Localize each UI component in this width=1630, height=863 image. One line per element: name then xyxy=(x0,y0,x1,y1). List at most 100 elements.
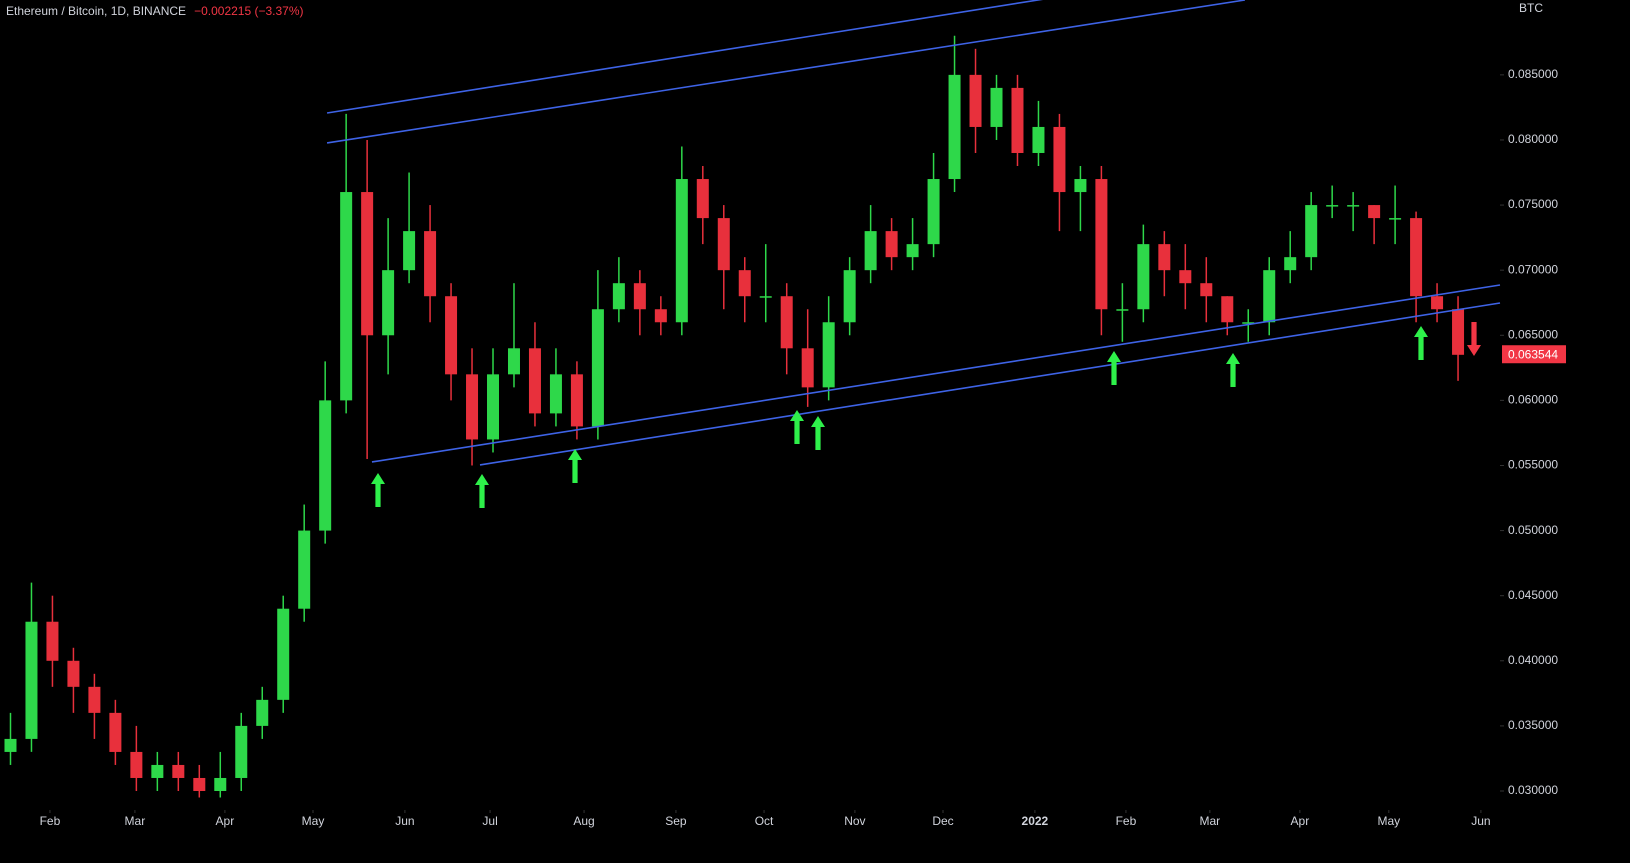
candle-body xyxy=(1179,270,1192,284)
x-tick-label: Apr xyxy=(1291,814,1310,828)
candle-body xyxy=(591,309,604,427)
candle-body xyxy=(528,348,541,414)
candle-body xyxy=(298,530,311,609)
candle-body xyxy=(277,608,290,700)
x-tick-label: May xyxy=(302,814,325,828)
y-tick-label: 0.045000 xyxy=(1508,588,1558,602)
up-arrow xyxy=(371,473,385,507)
x-tick-label: Jun xyxy=(395,814,414,828)
candle-body xyxy=(319,400,332,531)
candle-body xyxy=(948,74,961,180)
y-tick-label: 0.075000 xyxy=(1508,197,1558,211)
y-tick-label: 0.065000 xyxy=(1508,327,1558,341)
candle-body xyxy=(1032,126,1045,153)
candle-body xyxy=(1368,205,1381,219)
candle-body xyxy=(193,777,206,791)
x-tick-label: 2022 xyxy=(1022,814,1049,828)
candle-body xyxy=(1200,283,1213,297)
trend-line xyxy=(371,284,1501,463)
candle-body xyxy=(1389,218,1402,220)
candle-body xyxy=(403,231,416,271)
x-tick-label: Feb xyxy=(40,814,61,828)
candle-body xyxy=(1137,244,1150,310)
y-tick-label: 0.055000 xyxy=(1508,458,1558,472)
candle-body xyxy=(654,309,667,323)
candle-body xyxy=(1221,296,1234,323)
up-arrow xyxy=(475,474,489,508)
candle-body xyxy=(109,712,122,752)
candle-body xyxy=(906,244,919,258)
currency-label: BTC xyxy=(1519,1,1543,15)
last-price-tag xyxy=(1502,345,1566,364)
candle-body xyxy=(1095,179,1108,310)
trend-line xyxy=(326,0,1246,144)
trend-line xyxy=(479,302,1501,466)
candle-body xyxy=(88,686,101,713)
candle-body xyxy=(1410,218,1423,297)
candle-body xyxy=(1011,87,1024,153)
price-change: −0.002215 (−3.37%) xyxy=(194,4,304,18)
x-tick-label: Nov xyxy=(844,814,865,828)
x-tick-label: Apr xyxy=(216,814,235,828)
candle-body xyxy=(256,699,269,726)
candle-body xyxy=(487,374,500,440)
down-arrow xyxy=(1467,322,1481,356)
candle-body xyxy=(25,621,38,739)
x-tick-label: Mar xyxy=(125,814,146,828)
candle-body xyxy=(759,296,772,298)
candle-body xyxy=(612,283,625,310)
candle-body xyxy=(1074,179,1087,193)
candle-body xyxy=(780,296,793,349)
x-tick-label: Dec xyxy=(932,814,953,828)
candle-body xyxy=(1347,205,1360,207)
candle-body xyxy=(67,660,80,687)
candle-body xyxy=(717,218,730,271)
candle-body xyxy=(1116,309,1129,311)
trend-line xyxy=(326,0,1044,114)
candle-body xyxy=(507,348,520,375)
up-arrow xyxy=(568,449,582,483)
candle-body xyxy=(1431,296,1444,310)
y-tick-label: 0.070000 xyxy=(1508,262,1558,276)
candle-body xyxy=(1326,205,1339,207)
candle-body xyxy=(990,87,1003,127)
candle-body xyxy=(1242,322,1255,324)
candle-body xyxy=(864,231,877,271)
candle-body xyxy=(801,348,814,388)
candle-body xyxy=(633,283,646,310)
symbol-title: Ethereum / Bitcoin, 1D, BINANCE xyxy=(6,4,187,18)
up-arrow xyxy=(1107,351,1121,385)
candle-body xyxy=(1158,244,1171,271)
candle-body xyxy=(1284,257,1297,271)
up-arrow xyxy=(1414,326,1428,360)
candle-body xyxy=(130,751,143,778)
candle-body xyxy=(696,179,709,219)
candle-body xyxy=(340,192,353,401)
x-tick-label: Oct xyxy=(755,814,774,828)
candle-body xyxy=(1305,205,1318,258)
candle-body xyxy=(466,374,479,440)
plot-area xyxy=(4,0,1501,798)
candle-body xyxy=(675,179,688,323)
y-tick-label: 0.060000 xyxy=(1508,393,1558,407)
y-tick-label: 0.035000 xyxy=(1508,718,1558,732)
candle-body xyxy=(822,322,835,388)
y-tick-label: 0.085000 xyxy=(1508,67,1558,81)
candle-body xyxy=(927,179,940,245)
candle-body xyxy=(424,231,437,297)
candle-body xyxy=(4,738,17,752)
header: Ethereum / Bitcoin, 1D, BINANCE −0.002215… xyxy=(6,4,304,18)
up-arrow xyxy=(811,416,825,450)
x-tick-label: Jul xyxy=(482,814,497,828)
candle-body xyxy=(1452,309,1465,355)
y-tick-label: 0.080000 xyxy=(1508,132,1558,146)
candle-body xyxy=(969,74,982,127)
candle-body xyxy=(843,270,856,323)
x-tick-label: Aug xyxy=(573,814,594,828)
y-tick-label: 0.050000 xyxy=(1508,523,1558,537)
candle-body xyxy=(382,270,395,336)
candle-body xyxy=(235,725,248,778)
candle-body xyxy=(151,764,164,778)
